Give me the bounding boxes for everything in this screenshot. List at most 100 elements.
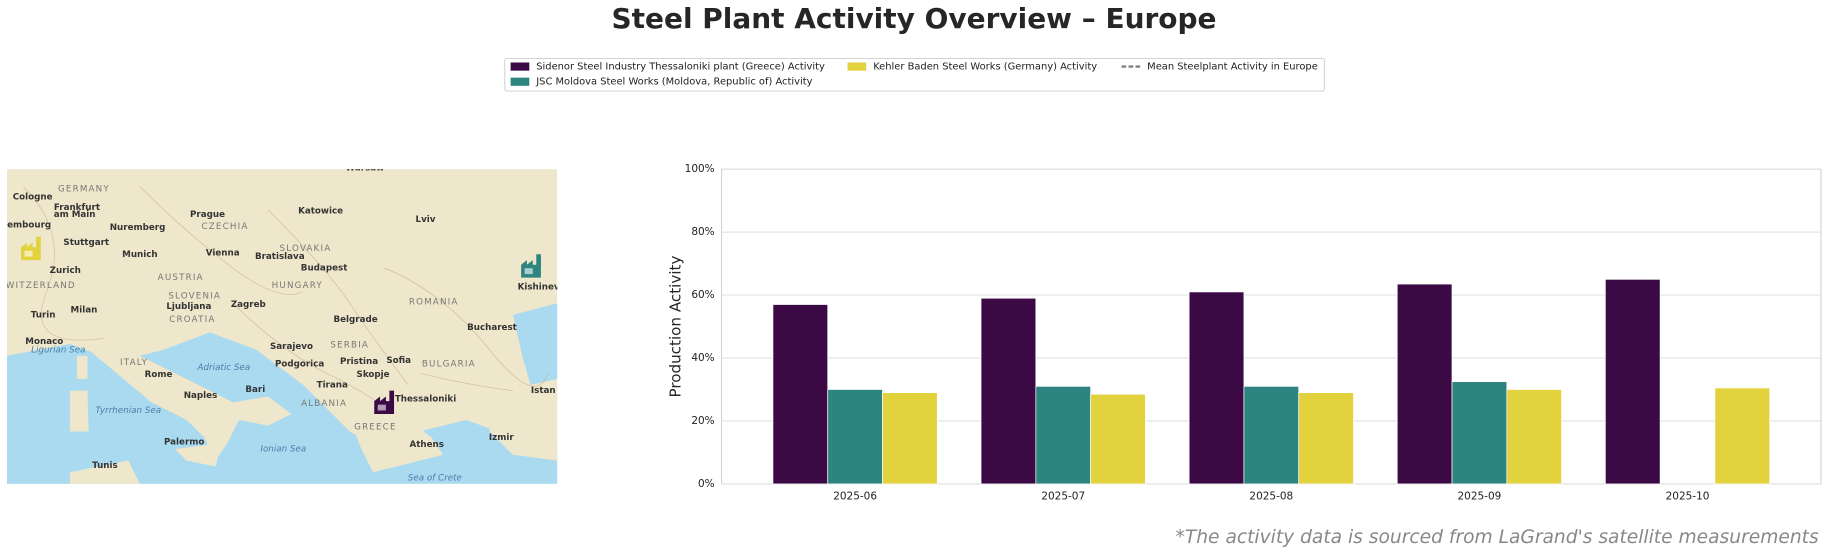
map-label: SLOVAKIA (280, 244, 332, 254)
map-label: Skopje (357, 370, 390, 380)
bar (1298, 392, 1354, 485)
bar (772, 304, 829, 485)
bar (1714, 387, 1771, 485)
land (81, 344, 292, 461)
map-label: SLOVENIA (168, 292, 221, 302)
map-label: Pristina (340, 357, 378, 367)
y-tick-label: 0% (698, 478, 715, 490)
legend-label: Kehler Baden Steel Works (Germany) Activ… (873, 62, 1097, 73)
sea (512, 303, 558, 385)
map-label: Kishinev (518, 282, 560, 292)
map-label: ALBANIA (301, 399, 347, 409)
map-label: AUSTRIA (158, 273, 204, 283)
map-label: Izmir (489, 433, 514, 443)
map-label: Vienna (206, 249, 240, 259)
map-label: Bratislava (255, 252, 305, 262)
map-label: CROATIA (169, 315, 215, 325)
map-label: Nuremberg (110, 223, 166, 233)
map-label: Belgrade (333, 315, 377, 325)
bar (1506, 389, 1562, 485)
map-label: ROMANIA (409, 298, 459, 308)
x-tick-label: 2025-10 (1666, 491, 1710, 503)
bar (827, 389, 883, 485)
chart-title: Steel Plant Activity Overview – Europe (612, 2, 1217, 35)
map-label: Prague (190, 210, 225, 220)
map-label: HUNGARY (272, 281, 323, 291)
map-label: Ionian Sea (260, 444, 306, 454)
map-label: Zagreb (231, 300, 266, 310)
bar (1451, 381, 1508, 485)
x-tick-label: 2025-07 (1041, 491, 1085, 503)
y-tick-label: 60% (691, 289, 714, 301)
map-label: Naples (184, 391, 218, 401)
footnote: *The activity data is sourced from LaGra… (1176, 527, 1819, 548)
map-label: Sarajevo (270, 342, 313, 352)
map-label: Turin (31, 310, 56, 320)
map-label: Sofia (386, 356, 411, 366)
legend-box (504, 57, 1325, 92)
land (489, 384, 558, 461)
map-label: exembourg (0, 221, 51, 231)
bar (1035, 386, 1091, 485)
map-label: Monaco (25, 337, 63, 347)
map-label: Milan (71, 306, 98, 316)
y-tick-label: 80% (691, 226, 714, 238)
map-label: ITALY (120, 358, 148, 368)
y-tick-label: 100% (685, 163, 715, 175)
plot-area: 0% 20% 40% 60% 80% 100% 2025-06 2025-07 2025-08 2… (685, 163, 1822, 503)
map-label: Warsaw (346, 163, 385, 173)
y-tick-label: 20% (691, 415, 714, 427)
map-label: Ligurian Sea (31, 345, 85, 355)
bar (980, 297, 1037, 485)
x-tick-label: 2025-09 (1458, 491, 1502, 503)
map-label: Budapest (301, 264, 348, 274)
y-tick-label: 40% (691, 352, 714, 364)
map-label: Rome (145, 370, 173, 380)
land (69, 460, 140, 484)
map-label: Katowice (298, 207, 343, 217)
map-label: Podgorica (275, 359, 324, 369)
land (76, 355, 88, 380)
legend-swatch (510, 62, 530, 71)
map-label: Bucharest (467, 323, 517, 333)
map-label: Munich (122, 250, 158, 260)
map-label: Istan (531, 386, 556, 396)
plant-marker-window (524, 268, 533, 275)
legend: Sidenor Steel Industry Thessaloniki plan… (510, 62, 1318, 88)
bar (1396, 283, 1453, 485)
map-label: SERBIA (330, 341, 369, 351)
legend-swatch (510, 77, 530, 86)
bar (1604, 278, 1661, 485)
map-label: GREECE (354, 422, 397, 432)
plant-marker-window (24, 250, 33, 257)
borders (23, 186, 549, 409)
plant-marker-window (377, 404, 386, 411)
legend-swatch (847, 62, 867, 71)
legend-label: Sidenor Steel Industry Thessaloniki plan… (536, 62, 825, 73)
map-label: BULGARIA (422, 359, 476, 369)
x-tick-label: 2025-08 (1249, 491, 1293, 503)
land (349, 396, 444, 473)
land (174, 443, 222, 467)
bar (1188, 291, 1245, 485)
legend-label: JSC Moldova Steel Works (Moldova, Republ… (535, 77, 812, 88)
legend-label: Mean Steelplant Activity in Europe (1147, 62, 1318, 73)
map-label: am Main (54, 210, 96, 220)
map-label: Palermo (164, 437, 204, 447)
map-label: WITZERLAND (6, 281, 76, 291)
map-label: Adriatic Sea (197, 363, 251, 373)
map-label: Bari (245, 385, 265, 395)
map-label: Lviv (416, 215, 436, 225)
map-label: Ljubljana (166, 302, 211, 312)
map-label: Sea of Crete (408, 474, 462, 484)
bar (882, 392, 938, 485)
bar (1243, 386, 1300, 485)
bar (1090, 393, 1146, 485)
land (69, 390, 89, 432)
map-label: Cologne (13, 193, 53, 203)
map-label: Tirana (317, 380, 348, 390)
map-label: Zurich (50, 266, 81, 276)
map-label: Tyrrhenian Sea (95, 406, 161, 416)
